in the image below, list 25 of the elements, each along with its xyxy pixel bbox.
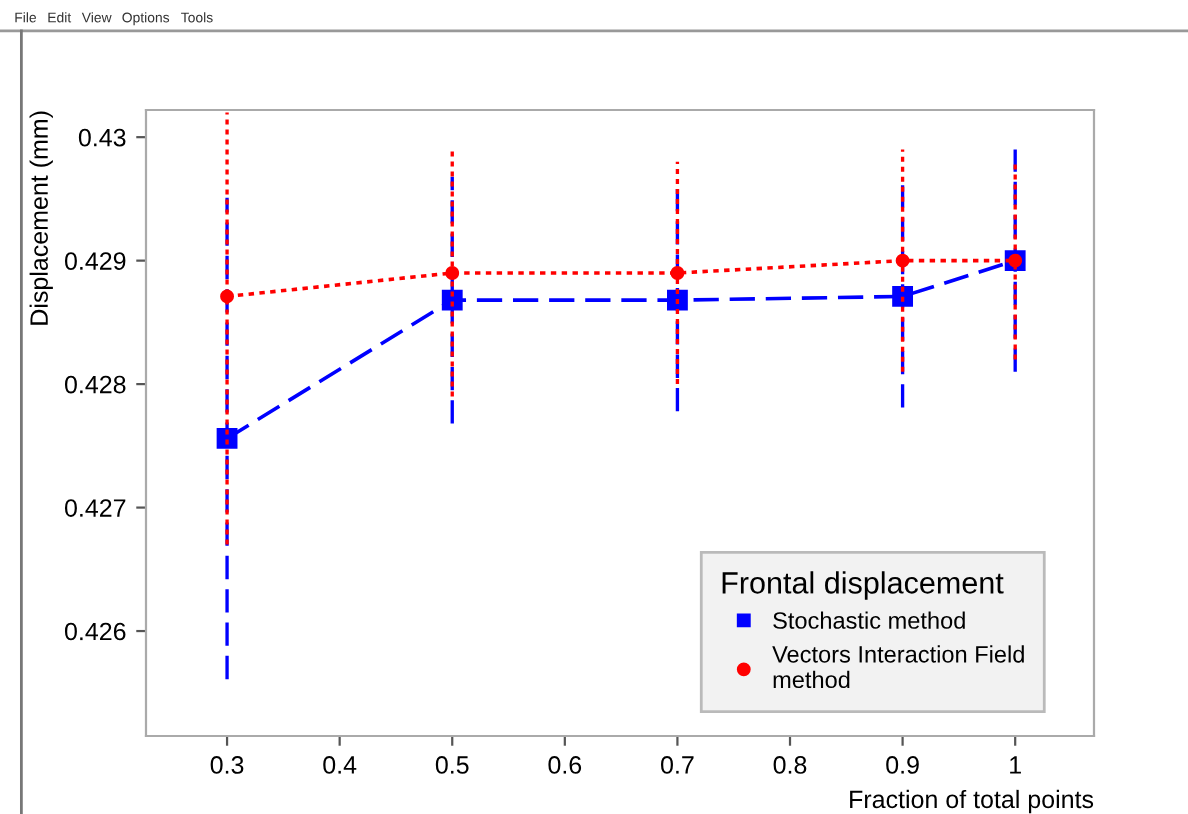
point — [892, 286, 914, 307]
x-tick-label: 0.4 — [323, 756, 357, 774]
y-tick-label: 0.429 — [64, 252, 126, 270]
y-tick-label: 0.426 — [64, 622, 126, 641]
legend-title: Frontal displacement — [722, 571, 1004, 600]
x-tick-label: 1 — [1010, 756, 1021, 774]
x-tick-label: 0.7 — [661, 756, 694, 774]
y-tick-label: 0.43 — [78, 128, 126, 147]
x-axis-title: Fraction of total points — [850, 789, 1094, 814]
point — [441, 289, 463, 311]
point — [895, 253, 910, 268]
point — [670, 266, 685, 280]
x-tick-label: 0.9 — [886, 756, 919, 774]
legend-label: Stochastic method — [773, 611, 965, 629]
x-tick-label: 0.5 — [435, 756, 469, 774]
y-tick-label: 0.427 — [64, 499, 126, 517]
x-tick-label: 0.6 — [548, 756, 582, 774]
point — [667, 289, 688, 311]
y-axis-title: Displacement (mm) — [29, 111, 53, 325]
legend-label: Vectors Interaction Field method — [772, 645, 1024, 689]
x-tick-label: 0.3 — [210, 756, 244, 774]
x-tick-label: 0.8 — [773, 756, 807, 774]
y-tick-label: 0.428 — [64, 375, 126, 394]
point — [220, 289, 235, 304]
point — [445, 266, 460, 280]
